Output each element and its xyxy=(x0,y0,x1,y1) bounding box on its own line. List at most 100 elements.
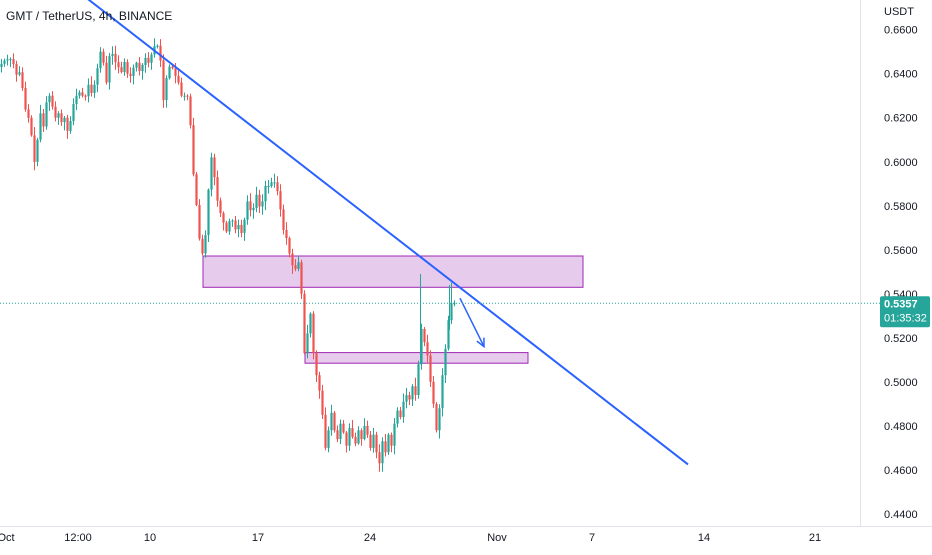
candle-up xyxy=(243,219,246,233)
candle-up xyxy=(144,57,147,65)
candle-down xyxy=(360,430,363,440)
candle-up xyxy=(93,84,96,93)
candle-up xyxy=(270,182,273,186)
candle-down xyxy=(399,410,402,418)
candle-down xyxy=(288,238,291,254)
candle-down xyxy=(384,441,387,453)
candle-down xyxy=(354,436,357,444)
candle-down xyxy=(303,293,306,354)
time-tick-label: 7 xyxy=(589,532,595,544)
time-axis[interactable]: Oct 12:00 10 17 24 Nov 7 14 21 xyxy=(0,532,821,544)
candle-up xyxy=(441,375,444,409)
price-tick-label: 0.5600 xyxy=(884,245,918,257)
candle-down xyxy=(279,191,282,210)
candle-down xyxy=(234,220,237,230)
candle-up xyxy=(306,333,309,354)
candle-down xyxy=(60,113,63,123)
candle-down xyxy=(375,434,378,453)
time-tick-label: 10 xyxy=(144,532,156,544)
candle-down xyxy=(282,209,285,230)
candle-up xyxy=(108,56,111,83)
candle-up xyxy=(18,72,21,75)
candle-up xyxy=(48,95,51,103)
candle-up xyxy=(96,68,99,85)
candle-down xyxy=(249,201,252,211)
candle-down xyxy=(162,60,165,101)
candle-down xyxy=(276,182,279,192)
candle-down xyxy=(225,222,228,232)
drawings xyxy=(0,0,880,466)
time-tick-label: Oct xyxy=(0,532,15,544)
candle-down xyxy=(54,106,57,118)
candle-down xyxy=(171,66,174,69)
candle-up xyxy=(447,320,450,349)
candle-down xyxy=(222,213,225,223)
supply-demand-zones xyxy=(202,255,584,364)
candle-down xyxy=(429,355,432,382)
candle-down xyxy=(177,75,180,83)
candle-down xyxy=(120,67,123,73)
descending-trendline[interactable] xyxy=(82,0,689,466)
candle-up xyxy=(246,201,249,220)
candle-down xyxy=(159,45,162,61)
candle-up xyxy=(402,401,405,418)
candle-up xyxy=(57,113,60,118)
candle-down xyxy=(15,64,18,75)
candle-up xyxy=(363,425,366,440)
time-tick-label: 14 xyxy=(698,532,710,544)
candle-up xyxy=(327,430,330,448)
last-price-box xyxy=(880,296,930,328)
candle-down xyxy=(240,224,243,233)
candle-up xyxy=(204,235,207,254)
candle-up xyxy=(111,53,114,57)
price-tick-label: 0.6600 xyxy=(884,25,918,37)
bar-countdown: 01:35:32 xyxy=(884,312,927,324)
candles xyxy=(0,38,456,472)
candle-up xyxy=(297,262,300,269)
candle-up xyxy=(357,430,360,444)
candle-down xyxy=(216,177,219,201)
candle-down xyxy=(285,230,288,239)
candle-down xyxy=(30,117,33,136)
candle-down xyxy=(33,135,36,162)
candle-up xyxy=(99,51,102,69)
candle-up xyxy=(87,84,90,97)
candle-up xyxy=(63,117,66,123)
candle-up xyxy=(132,67,135,76)
candle-down xyxy=(213,157,216,178)
candle-down xyxy=(423,329,426,343)
price-tick-label: 0.5800 xyxy=(884,201,918,213)
candle-down xyxy=(219,200,222,214)
candle-up xyxy=(3,60,6,64)
candle-down xyxy=(300,262,303,294)
candle-up xyxy=(6,59,9,61)
candle-up xyxy=(396,410,399,424)
candle-up xyxy=(417,364,420,395)
resistance-zone[interactable] xyxy=(202,255,584,288)
candle-up xyxy=(393,423,396,446)
candle-down xyxy=(117,62,120,68)
candle-up xyxy=(261,201,264,207)
candle-up xyxy=(444,348,447,376)
candle-down xyxy=(90,84,93,93)
price-tick-label: 0.6200 xyxy=(884,113,918,125)
candle-down xyxy=(195,174,198,205)
last-price-label: 0.5357 01:35:32 xyxy=(880,296,930,328)
candle-up xyxy=(387,434,390,453)
projection-arrow[interactable] xyxy=(459,297,485,347)
candle-up xyxy=(36,139,39,162)
candle-up xyxy=(255,194,258,208)
support-zone[interactable] xyxy=(304,352,529,364)
price-axis[interactable]: 0.44000.46000.48000.50000.52000.54000.56… xyxy=(884,25,918,521)
time-tick-label: Nov xyxy=(487,532,507,544)
candle-down xyxy=(84,95,87,97)
candle-down xyxy=(378,452,381,464)
symbol-title[interactable]: GMT / TetherUS, 4h, BINANCE xyxy=(6,9,173,23)
candle-down xyxy=(408,395,411,400)
candle-down xyxy=(351,428,354,437)
candle-up xyxy=(273,182,276,184)
candle-up xyxy=(75,95,78,104)
price-axis-currency: USDT xyxy=(884,6,914,18)
